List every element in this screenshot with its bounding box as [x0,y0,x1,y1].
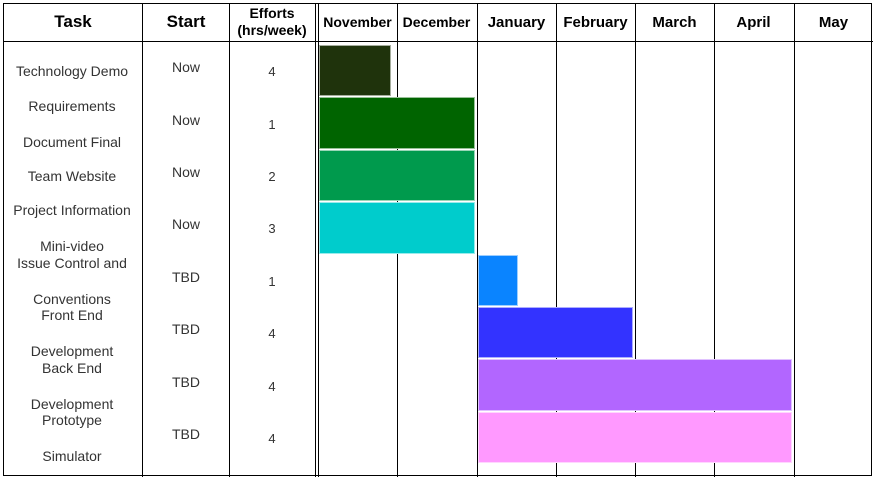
month-gridline [794,3,795,477]
chart-frame [3,3,872,476]
task-name: Issue Control and Conventions [4,255,140,307]
month-gridline [714,3,715,477]
task-bar [319,202,475,254]
task-name-line: Simulator [42,448,102,464]
header-divider [3,41,873,42]
task-start: Now [171,111,200,128]
month-gridline [556,3,557,477]
task-start: Now [171,163,200,180]
task-bar [319,149,475,202]
task-effort: 4 [268,64,276,80]
task-name-line: Front End [41,307,103,324]
month-label: January [487,13,546,31]
task-start: TBD [172,321,200,338]
task-name: Front End Development [4,307,140,359]
task-bar [477,359,792,411]
task-start: Now [171,59,200,76]
month-label: February [563,13,628,31]
task-name: Back End Development [4,359,140,412]
task-name-line: Development [30,343,114,360]
header-efforts-line2: (hrs/week) [237,22,307,38]
task-start: Now [171,216,200,233]
task-start: TBD [172,373,200,390]
task-start: TBD [172,425,200,442]
task-name-line: Mini-video [40,238,104,255]
task-name-line: Team Website [27,167,117,184]
task-name-line: Issue Control and [17,254,127,271]
month-label: December [402,14,471,30]
month-gridline [635,3,636,477]
header-efforts: Efforts (hrs/week) [230,3,314,41]
month-gridline [477,3,478,477]
task-name-line: Document Final [22,133,122,150]
task-bar [477,254,519,306]
task-start: TBD [172,268,200,285]
task-effort: 4 [268,378,276,394]
task-effort: 1 [268,273,276,289]
header-start: Start [166,12,206,31]
task-effort: 1 [268,116,276,132]
column-divider [315,3,316,477]
month-label: March [652,13,697,31]
task-effort: 4 [268,326,276,342]
header-task: Task [54,12,92,31]
month-gridline [318,3,319,477]
task-name: Team Website [4,150,140,202]
header-efforts-line1: Efforts [249,5,295,21]
task-name-line: Back End [42,359,102,376]
task-bar [477,411,792,464]
month-label: November [323,14,392,30]
task-name: Requirements Document Final [4,97,140,150]
month-label: May [818,13,849,31]
task-effort: 2 [268,168,276,184]
task-name-line: Conventions [33,290,111,307]
month-label: April [736,13,771,31]
task-name-line: Project Information [13,202,131,219]
task-name: Project Information Mini-video [4,202,140,254]
task-bar [477,307,634,359]
task-effort: 4 [268,430,276,446]
column-divider [229,3,230,477]
task-name-line: Requirements [28,97,116,114]
task-name: Technology Demo [4,45,140,97]
column-divider [142,3,143,477]
task-effort: 3 [268,221,276,237]
task-name-line: Technology Demo [15,63,129,80]
task-name-line: Prototype [42,412,102,428]
task-bar [319,45,392,97]
task-name-line: Development [30,395,114,412]
task-bar [319,97,475,149]
task-name: Prototype Simulator [4,412,140,464]
